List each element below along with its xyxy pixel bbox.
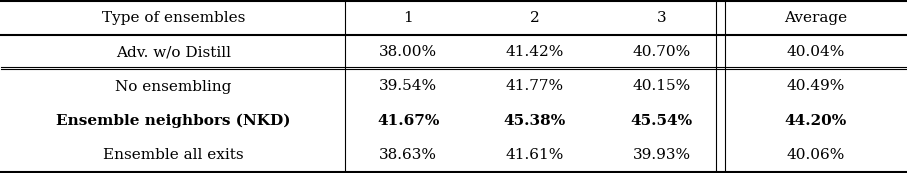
Text: 38.00%: 38.00%: [379, 45, 437, 60]
Text: 38.63%: 38.63%: [379, 148, 437, 162]
Text: 2: 2: [530, 11, 540, 25]
Text: Type of ensembles: Type of ensembles: [102, 11, 245, 25]
Text: Ensemble neighbors (NKD): Ensemble neighbors (NKD): [56, 113, 290, 128]
Text: 3: 3: [657, 11, 667, 25]
Text: 41.61%: 41.61%: [506, 148, 564, 162]
Text: 40.15%: 40.15%: [632, 80, 690, 93]
Text: 1: 1: [404, 11, 414, 25]
Text: 40.49%: 40.49%: [786, 80, 844, 93]
Text: 45.54%: 45.54%: [630, 113, 693, 128]
Text: Ensemble all exits: Ensemble all exits: [102, 148, 243, 162]
Text: 41.42%: 41.42%: [506, 45, 564, 60]
Text: 39.54%: 39.54%: [379, 80, 437, 93]
Text: 45.38%: 45.38%: [503, 113, 566, 128]
Text: No ensembling: No ensembling: [115, 80, 231, 93]
Text: 40.70%: 40.70%: [632, 45, 690, 60]
Text: 44.20%: 44.20%: [784, 113, 846, 128]
Text: 40.04%: 40.04%: [786, 45, 844, 60]
Text: 41.77%: 41.77%: [506, 80, 564, 93]
Text: Average: Average: [784, 11, 847, 25]
Text: 39.93%: 39.93%: [632, 148, 690, 162]
Text: 41.67%: 41.67%: [377, 113, 440, 128]
Text: 40.06%: 40.06%: [786, 148, 844, 162]
Text: Adv. w/o Distill: Adv. w/o Distill: [116, 45, 230, 60]
